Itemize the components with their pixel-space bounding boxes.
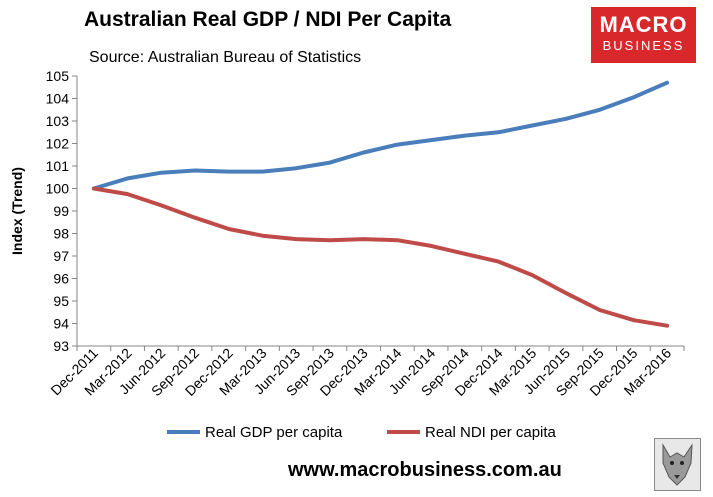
y-tick-label: 99 (53, 203, 69, 219)
chart-series (91, 80, 670, 328)
series-line-gdp (91, 80, 670, 191)
chart-title: Australian Real GDP / NDI Per Capita (84, 8, 452, 31)
logo-line-2: BUSINESS (602, 38, 685, 53)
y-tick-label: 93 (53, 338, 69, 354)
y-tick-label: 94 (53, 316, 69, 332)
wolf-logo-icon (654, 438, 701, 491)
y-axis-label: Index (Trend) (9, 167, 25, 255)
y-tick-label: 95 (53, 293, 69, 309)
legend-label-gdp: Real GDP per capita (205, 424, 343, 441)
x-axis-ticks: Dec-2011Mar-2012Jun-2012Sep-2012Dec-2012… (47, 345, 685, 399)
chart-legend: Real GDP per capita Real NDI per capita (167, 424, 557, 441)
y-tick-label: 97 (53, 248, 69, 264)
chart-subtitle: Source: Australian Bureau of Statistics (89, 49, 362, 66)
y-tick-label: 105 (46, 68, 70, 84)
y-tick-label: 98 (53, 226, 69, 242)
y-axis-ticks: 93 94 95 96 97 98 99 100 101 102 103 104 105 (46, 68, 77, 354)
footer-url: www.macrobusiness.com.au (288, 459, 562, 481)
y-tick-label: 103 (46, 113, 70, 129)
legend-label-ndi: Real NDI per capita (425, 424, 557, 441)
y-tick-label: 96 (53, 271, 69, 287)
logo-line-1: MACRO (599, 12, 688, 37)
y-tick-label: 101 (46, 158, 70, 174)
y-tick-label: 102 (46, 136, 70, 152)
y-tick-label: 100 (46, 181, 70, 197)
series-line-ndi (91, 186, 670, 328)
macro-business-logo: MACRO BUSINESS (591, 7, 696, 63)
y-tick-label: 104 (46, 91, 70, 107)
